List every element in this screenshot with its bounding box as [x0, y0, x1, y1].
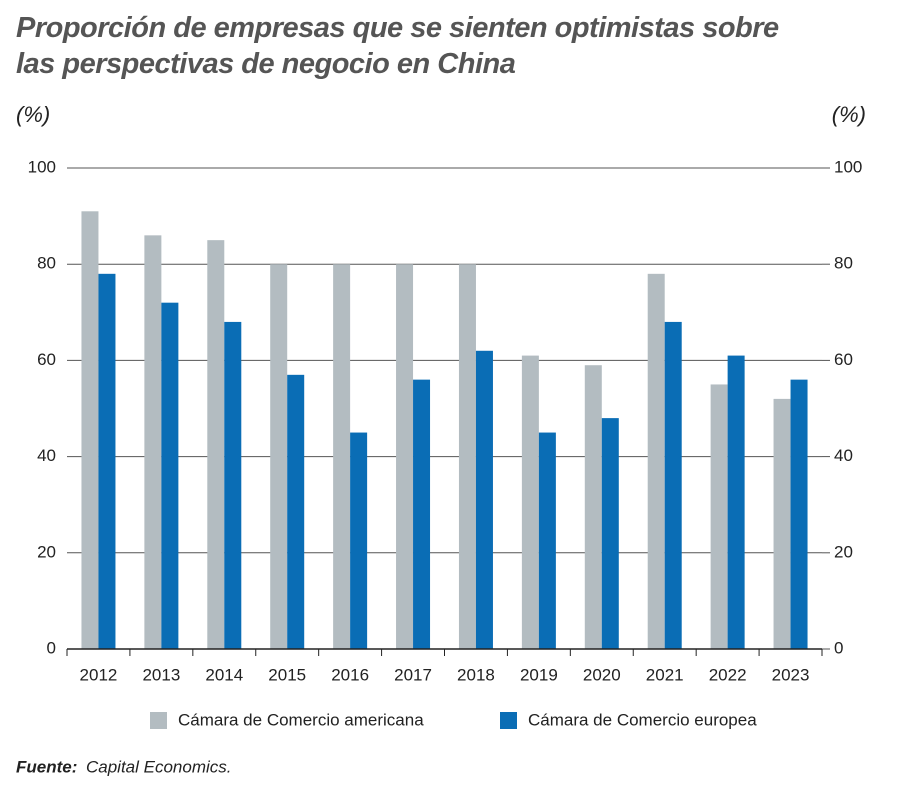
bar [584, 365, 602, 649]
bar [538, 432, 556, 649]
y-tick-label: 40 [37, 446, 56, 465]
bar [521, 355, 539, 649]
bar [664, 321, 682, 649]
y-tick-label: 100 [28, 157, 56, 176]
x-tick-label: 2021 [646, 665, 684, 684]
y2-tick-label: 60 [834, 350, 853, 369]
legend-label: Cámara de Comercio americana [178, 710, 424, 729]
bar [458, 264, 476, 649]
x-tick-label: 2019 [520, 665, 558, 684]
y2-axis-label: (%) [832, 102, 866, 127]
x-tick-label: 2013 [142, 665, 180, 684]
legend-swatch [150, 712, 167, 729]
y-tick-label: 80 [37, 254, 56, 273]
y-tick-label: 0 [47, 638, 56, 657]
legend-label: Cámara de Comercio europea [528, 710, 757, 729]
bar [727, 355, 745, 649]
bar [144, 235, 162, 649]
y-axis-label: (%) [16, 102, 50, 127]
y-tick-label: 20 [37, 542, 56, 561]
x-tick-label: 2015 [268, 665, 306, 684]
bar [396, 264, 414, 649]
x-tick-label: 2017 [394, 665, 432, 684]
x-tick-label: 2018 [457, 665, 495, 684]
bar [773, 398, 791, 649]
bar [790, 379, 808, 649]
bar [601, 418, 619, 649]
y2-tick-label: 100 [834, 157, 862, 176]
bar [333, 264, 351, 649]
bar [224, 321, 242, 649]
bar [287, 374, 305, 649]
x-tick-label: 2016 [331, 665, 369, 684]
bar [710, 384, 728, 649]
bar [161, 302, 179, 649]
x-tick-label: 2022 [709, 665, 747, 684]
y-tick-label: 60 [37, 350, 56, 369]
bar [475, 350, 493, 649]
source: Capital Economics. [86, 757, 232, 776]
source-label: Fuente: [16, 757, 77, 776]
x-tick-label: 2023 [772, 665, 810, 684]
bar [207, 240, 225, 649]
x-tick-label: 2012 [80, 665, 118, 684]
bar [98, 273, 116, 649]
x-tick-label: 2014 [205, 665, 243, 684]
bar [81, 211, 99, 650]
x-tick-label: 2020 [583, 665, 621, 684]
y2-tick-label: 20 [834, 542, 853, 561]
bar [350, 432, 368, 649]
bar [270, 264, 288, 649]
y2-tick-label: 80 [834, 254, 853, 273]
y2-tick-label: 40 [834, 446, 853, 465]
bar [413, 379, 431, 649]
y2-tick-label: 0 [834, 638, 843, 657]
legend-swatch [500, 712, 517, 729]
chart-title: Proporción de empresas que se sienten op… [16, 12, 779, 80]
bar [647, 273, 665, 649]
